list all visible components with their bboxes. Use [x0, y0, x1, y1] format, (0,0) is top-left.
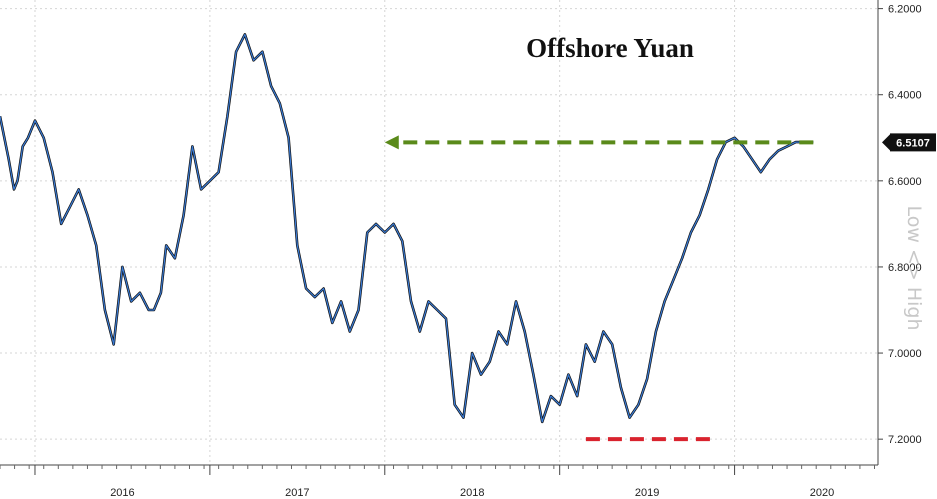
- x-tick-label: 2018: [460, 487, 484, 499]
- green-arrow-head: [384, 135, 399, 150]
- series-line: [0, 33, 814, 423]
- axis-note: Low <> High: [903, 205, 925, 330]
- y-tick-label: 6.8000: [888, 262, 922, 274]
- y-tick-label: 6.4000: [888, 90, 922, 102]
- x-tick-label: 2017: [285, 487, 309, 499]
- annotations: 6.5107: [384, 133, 936, 442]
- y-tick-label: 6.2000: [888, 4, 922, 16]
- series: [0, 33, 814, 424]
- x-tick-label: 2019: [635, 487, 659, 499]
- last-value-box: [890, 133, 936, 152]
- last-value-pointer: [882, 134, 890, 151]
- y-tick-label: 7.0000: [888, 348, 922, 360]
- last-value-label: 6.5107: [896, 137, 930, 149]
- y-tick-label: 6.6000: [888, 176, 922, 188]
- chart-title: Offshore Yuan: [526, 33, 694, 63]
- y-tick-label: 7.2000: [888, 434, 922, 446]
- x-tick-label: 2016: [110, 487, 134, 499]
- grid: [0, 0, 878, 465]
- x-tick-label: 2020: [810, 487, 834, 499]
